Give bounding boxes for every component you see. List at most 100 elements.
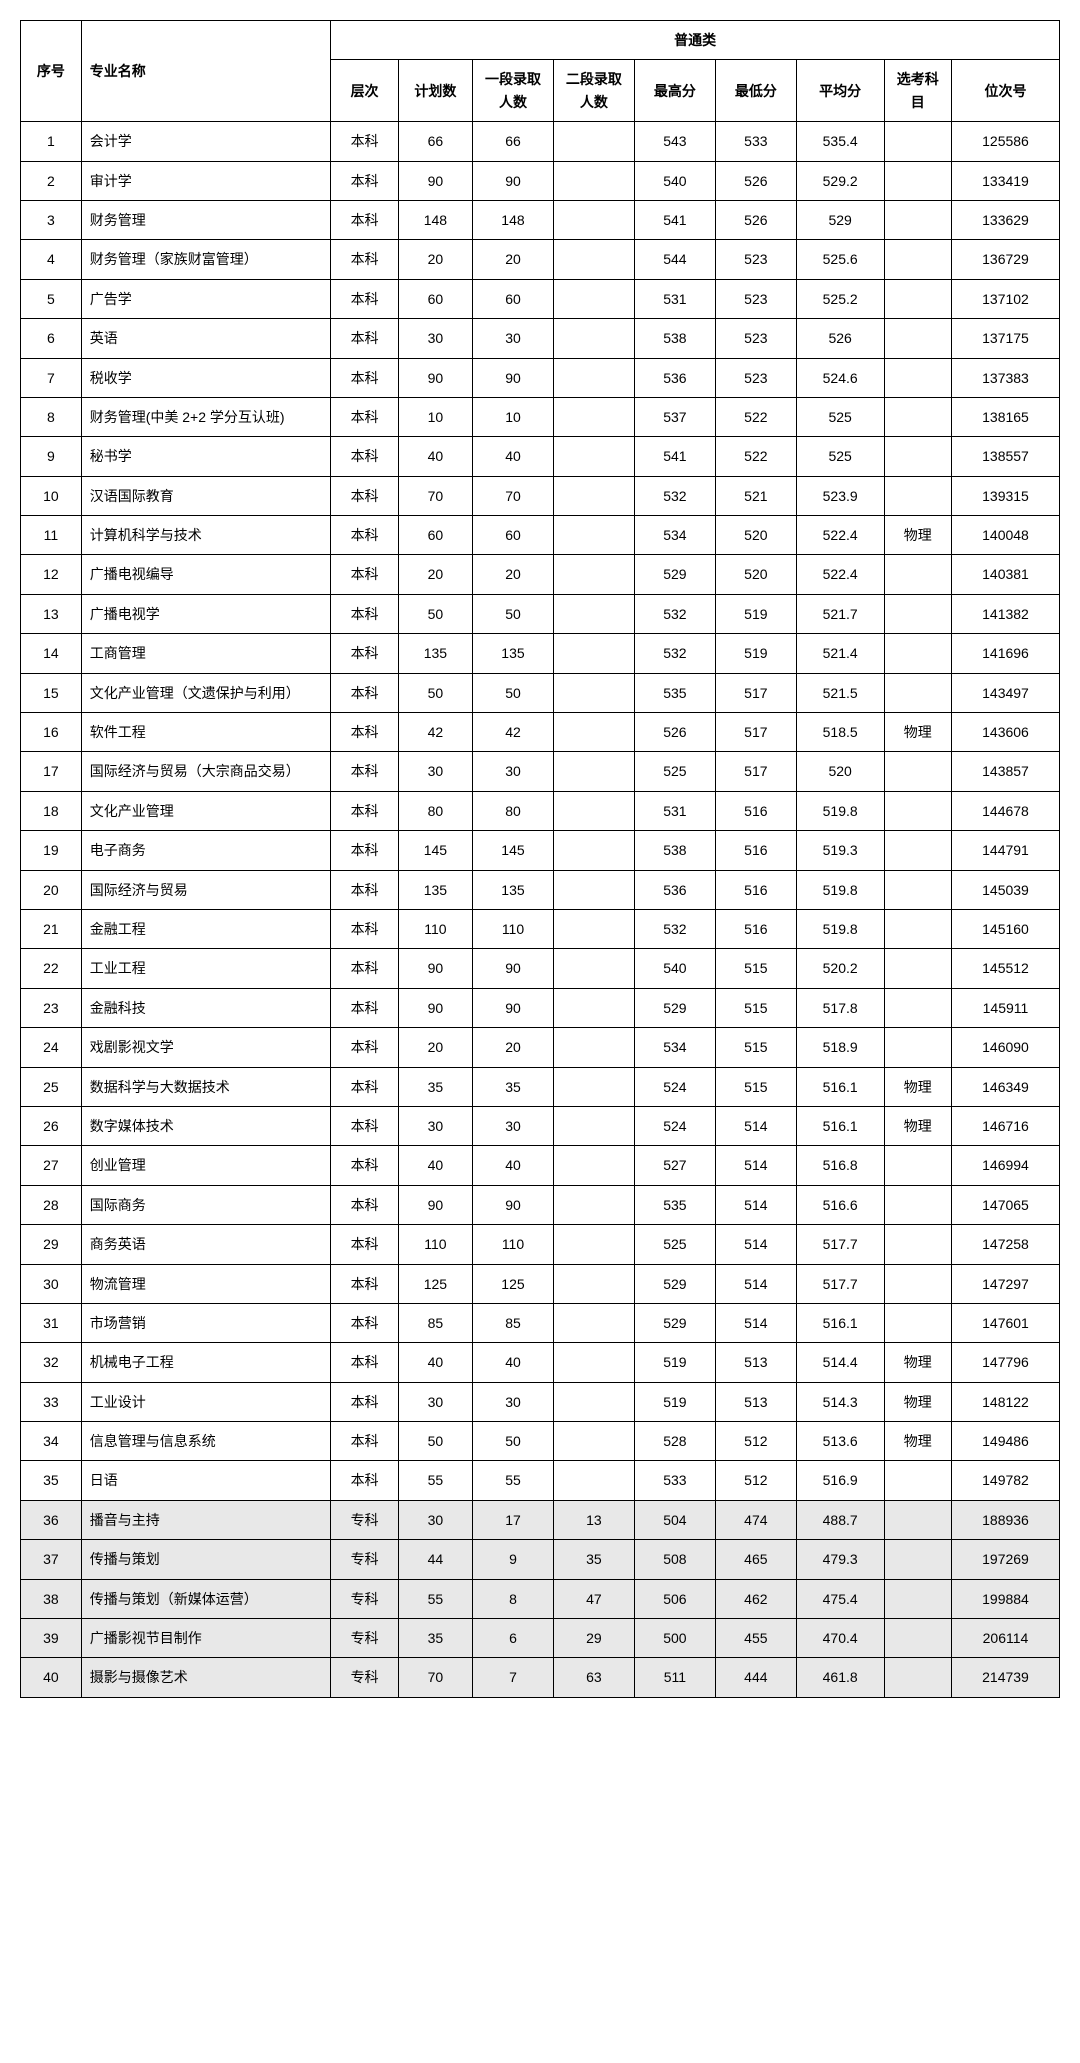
cell-low: 523 bbox=[715, 279, 796, 318]
cell-major: 国际经济与贸易 bbox=[81, 870, 331, 909]
table-row: 32机械电子工程本科4040519513514.4物理147796 bbox=[21, 1343, 1060, 1382]
table-row: 29商务英语本科110110525514517.7147258 bbox=[21, 1225, 1060, 1264]
cell-subject bbox=[884, 1185, 951, 1224]
header-seq: 序号 bbox=[21, 21, 82, 122]
table-row: 18文化产业管理本科8080531516519.8144678 bbox=[21, 791, 1060, 830]
cell-major: 戏剧影视文学 bbox=[81, 1028, 331, 1067]
header-group-top: 普通类 bbox=[331, 21, 1060, 60]
cell-major: 秘书学 bbox=[81, 437, 331, 476]
cell-high: 528 bbox=[634, 1422, 715, 1461]
cell-seq: 7 bbox=[21, 358, 82, 397]
cell-rank: 139315 bbox=[951, 476, 1059, 515]
table-row: 6英语本科3030538523526137175 bbox=[21, 319, 1060, 358]
cell-batch1: 90 bbox=[473, 988, 554, 1027]
cell-level: 本科 bbox=[331, 752, 398, 791]
cell-low: 512 bbox=[715, 1461, 796, 1500]
table-body: 1会计学本科6666543533535.41255862审计学本科9090540… bbox=[21, 122, 1060, 1698]
cell-low: 516 bbox=[715, 909, 796, 948]
cell-high: 541 bbox=[634, 437, 715, 476]
cell-avg: 516.1 bbox=[796, 1106, 884, 1145]
table-row: 23金融科技本科9090529515517.8145911 bbox=[21, 988, 1060, 1027]
cell-level: 本科 bbox=[331, 673, 398, 712]
cell-subject bbox=[884, 161, 951, 200]
table-row: 27创业管理本科4040527514516.8146994 bbox=[21, 1146, 1060, 1185]
cell-high: 531 bbox=[634, 791, 715, 830]
cell-level: 本科 bbox=[331, 949, 398, 988]
cell-low: 533 bbox=[715, 122, 796, 161]
cell-major: 市场营销 bbox=[81, 1303, 331, 1342]
cell-batch1: 40 bbox=[473, 1146, 554, 1185]
cell-high: 519 bbox=[634, 1343, 715, 1382]
cell-level: 本科 bbox=[331, 319, 398, 358]
cell-avg: 479.3 bbox=[796, 1540, 884, 1579]
cell-low: 523 bbox=[715, 358, 796, 397]
cell-avg: 525 bbox=[796, 397, 884, 436]
header-subject: 选考科目 bbox=[884, 60, 951, 122]
cell-plan: 135 bbox=[398, 870, 472, 909]
cell-low: 513 bbox=[715, 1343, 796, 1382]
cell-level: 本科 bbox=[331, 1146, 398, 1185]
cell-batch1: 50 bbox=[473, 594, 554, 633]
cell-level: 本科 bbox=[331, 1067, 398, 1106]
cell-batch1: 70 bbox=[473, 476, 554, 515]
cell-subject bbox=[884, 831, 951, 870]
cell-rank: 197269 bbox=[951, 1540, 1059, 1579]
cell-batch2 bbox=[553, 1225, 634, 1264]
table-row: 14工商管理本科135135532519521.4141696 bbox=[21, 634, 1060, 673]
cell-plan: 70 bbox=[398, 476, 472, 515]
cell-batch2 bbox=[553, 358, 634, 397]
cell-low: 519 bbox=[715, 634, 796, 673]
cell-high: 529 bbox=[634, 988, 715, 1027]
cell-low: 517 bbox=[715, 752, 796, 791]
cell-level: 本科 bbox=[331, 161, 398, 200]
cell-low: 516 bbox=[715, 791, 796, 830]
cell-rank: 149782 bbox=[951, 1461, 1059, 1500]
cell-plan: 66 bbox=[398, 122, 472, 161]
cell-avg: 520.2 bbox=[796, 949, 884, 988]
cell-level: 本科 bbox=[331, 1461, 398, 1500]
cell-level: 本科 bbox=[331, 516, 398, 555]
cell-major: 会计学 bbox=[81, 122, 331, 161]
table-row: 5广告学本科6060531523525.2137102 bbox=[21, 279, 1060, 318]
cell-low: 462 bbox=[715, 1579, 796, 1618]
cell-subject bbox=[884, 279, 951, 318]
cell-batch2: 35 bbox=[553, 1540, 634, 1579]
cell-plan: 90 bbox=[398, 988, 472, 1027]
cell-rank: 143606 bbox=[951, 713, 1059, 752]
cell-plan: 70 bbox=[398, 1658, 472, 1697]
cell-batch1: 30 bbox=[473, 1106, 554, 1145]
cell-high: 532 bbox=[634, 594, 715, 633]
cell-high: 543 bbox=[634, 122, 715, 161]
cell-plan: 148 bbox=[398, 200, 472, 239]
cell-rank: 146994 bbox=[951, 1146, 1059, 1185]
cell-plan: 50 bbox=[398, 594, 472, 633]
cell-seq: 13 bbox=[21, 594, 82, 633]
cell-plan: 35 bbox=[398, 1619, 472, 1658]
table-row: 20国际经济与贸易本科135135536516519.8145039 bbox=[21, 870, 1060, 909]
cell-subject bbox=[884, 673, 951, 712]
cell-batch2 bbox=[553, 909, 634, 948]
cell-major: 商务英语 bbox=[81, 1225, 331, 1264]
cell-batch2 bbox=[553, 1106, 634, 1145]
cell-major: 电子商务 bbox=[81, 831, 331, 870]
cell-rank: 206114 bbox=[951, 1619, 1059, 1658]
cell-rank: 136729 bbox=[951, 240, 1059, 279]
header-high: 最高分 bbox=[634, 60, 715, 122]
cell-batch2 bbox=[553, 319, 634, 358]
cell-plan: 30 bbox=[398, 319, 472, 358]
cell-subject bbox=[884, 437, 951, 476]
cell-major: 广告学 bbox=[81, 279, 331, 318]
cell-subject bbox=[884, 1028, 951, 1067]
cell-batch2 bbox=[553, 831, 634, 870]
cell-level: 本科 bbox=[331, 634, 398, 673]
cell-major: 财务管理（家族财富管理） bbox=[81, 240, 331, 279]
cell-plan: 110 bbox=[398, 1225, 472, 1264]
cell-batch2 bbox=[553, 1264, 634, 1303]
cell-batch1: 35 bbox=[473, 1067, 554, 1106]
cell-rank: 133629 bbox=[951, 200, 1059, 239]
cell-avg: 519.8 bbox=[796, 791, 884, 830]
cell-major: 广播影视节目制作 bbox=[81, 1619, 331, 1658]
cell-major: 工商管理 bbox=[81, 634, 331, 673]
cell-plan: 50 bbox=[398, 1422, 472, 1461]
cell-subject bbox=[884, 1303, 951, 1342]
